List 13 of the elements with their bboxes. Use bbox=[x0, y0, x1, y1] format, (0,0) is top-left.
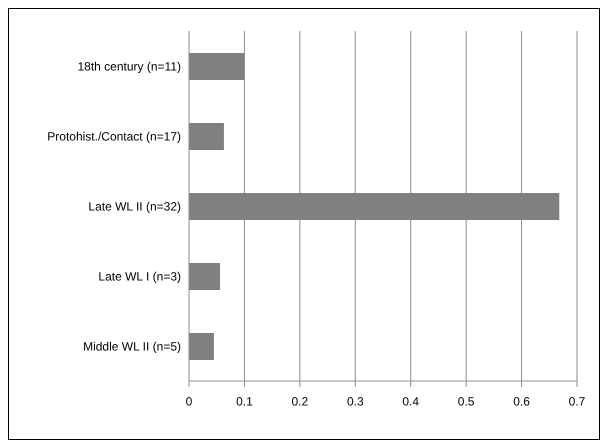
x-tick-label: 0 bbox=[186, 394, 193, 409]
x-tick-label: 0.2 bbox=[292, 394, 309, 409]
y-tick-label: Middle WL II (n=5) bbox=[83, 339, 182, 354]
x-tick-label: 0.5 bbox=[458, 394, 475, 409]
y-tick-label: Protohist./Contact (n=17) bbox=[47, 129, 182, 144]
y-tick-label: 18th century (n=11) bbox=[77, 59, 181, 74]
x-tick-label: 0.3 bbox=[346, 394, 364, 409]
x-tick-label: 0.1 bbox=[236, 394, 254, 409]
x-tick-label: 0.4 bbox=[402, 394, 420, 409]
y-tick-label: Late WL I (n=3) bbox=[98, 269, 182, 284]
x-tick-label: 0.6 bbox=[513, 394, 530, 409]
y-tick-label: Late WL II (n=32) bbox=[88, 199, 181, 214]
x-tick-label: 0.7 bbox=[568, 394, 586, 409]
